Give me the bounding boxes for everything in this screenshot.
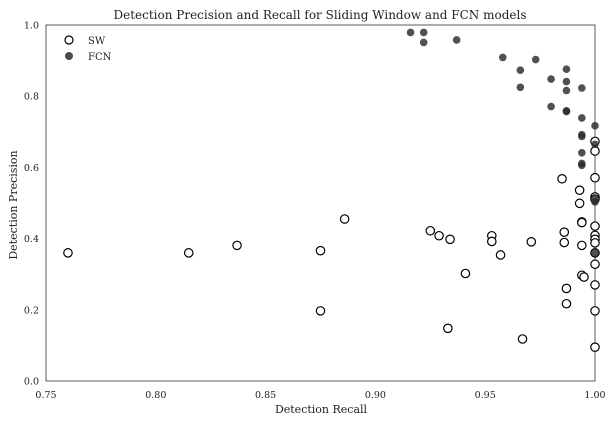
sw-point [590, 280, 600, 290]
legend: SW FCN [64, 35, 112, 63]
plot-layer: 0.75 0.80 0.85 0.90 0.95 1.00 0.0 0.2 0.4 0.6 0.8 1… [24, 21, 606, 402]
legend-label-fcn: FCN [88, 52, 112, 63]
sw-point [526, 237, 537, 247]
sw-point [445, 234, 455, 245]
fcn-point [562, 77, 571, 86]
fcn-point [578, 114, 586, 122]
sw-point [559, 227, 570, 237]
y-tick-label: 1.0 [24, 21, 39, 32]
x-tick-label: 1.00 [584, 390, 605, 401]
y-tick-label: 0.6 [24, 163, 39, 174]
fcn-point [562, 86, 571, 95]
sw-point [425, 225, 436, 236]
sw-point [486, 236, 497, 247]
plot-frame [45, 24, 596, 382]
x-tick-label: 0.85 [255, 390, 276, 401]
y-tick-label: 0.0 [24, 377, 39, 388]
x-tick-label: 0.80 [145, 390, 166, 401]
fcn-point [452, 36, 461, 44]
sw-point [574, 185, 585, 195]
y-tick-label: 0.8 [24, 92, 39, 103]
sw-point [460, 268, 471, 279]
legend-label-sw: SW [88, 36, 106, 47]
legend-marker-fcn [65, 52, 73, 60]
x-tick-label: 0.95 [475, 390, 496, 401]
fcn-point [578, 132, 586, 141]
sw-point [579, 272, 589, 282]
fcn-point [578, 161, 586, 170]
sw-point [557, 173, 567, 184]
fcn-point [578, 149, 586, 157]
y-axis-label: Detection Precision [7, 150, 20, 259]
fcn-point [419, 28, 428, 37]
sw-point [590, 306, 600, 316]
sw-point [63, 248, 73, 258]
fcn-point [419, 38, 428, 47]
sw-point [590, 221, 600, 231]
fcn-point [591, 198, 599, 206]
fcn-point [498, 53, 507, 62]
fcn-point [562, 65, 571, 73]
fcn-point [547, 102, 555, 111]
sw-point [577, 240, 587, 251]
sw-point [517, 334, 528, 344]
fcn-point [562, 107, 571, 116]
fcn-point [591, 140, 599, 149]
chart-title: Detection Precision and Recall for Slidi… [113, 8, 526, 22]
x-tick-label: 0.90 [365, 390, 386, 401]
sw-point [590, 259, 600, 270]
fcn-point [531, 55, 540, 64]
legend-marker-sw [64, 35, 74, 45]
y-tick-label: 0.4 [24, 234, 39, 245]
sw-point [443, 323, 453, 334]
fcn-point [591, 121, 599, 130]
fcn-point [516, 66, 525, 75]
fcn-point [591, 249, 599, 257]
sw-point [561, 298, 572, 309]
fcn-point [516, 83, 525, 92]
sw-point [559, 237, 570, 248]
y-tick-label: 0.2 [24, 305, 39, 316]
sw-point [590, 146, 600, 156]
fcn-point [547, 75, 555, 83]
sw-point [495, 250, 506, 260]
sw-point [183, 248, 194, 258]
sw-point [232, 240, 242, 251]
sw-point [339, 214, 350, 224]
sw-point [590, 172, 600, 183]
fcn-point [578, 84, 586, 92]
sw-point [590, 342, 600, 352]
sw-point [561, 283, 572, 294]
sw-point [574, 198, 585, 209]
sw-point [434, 230, 444, 241]
fcn-point [406, 28, 415, 37]
x-axis-label: Detection Recall [275, 403, 368, 416]
sw-point [577, 217, 587, 228]
sw-point [590, 238, 600, 248]
sw-point [315, 306, 326, 316]
sw-point [315, 245, 326, 256]
x-tick-label: 0.75 [35, 390, 56, 401]
